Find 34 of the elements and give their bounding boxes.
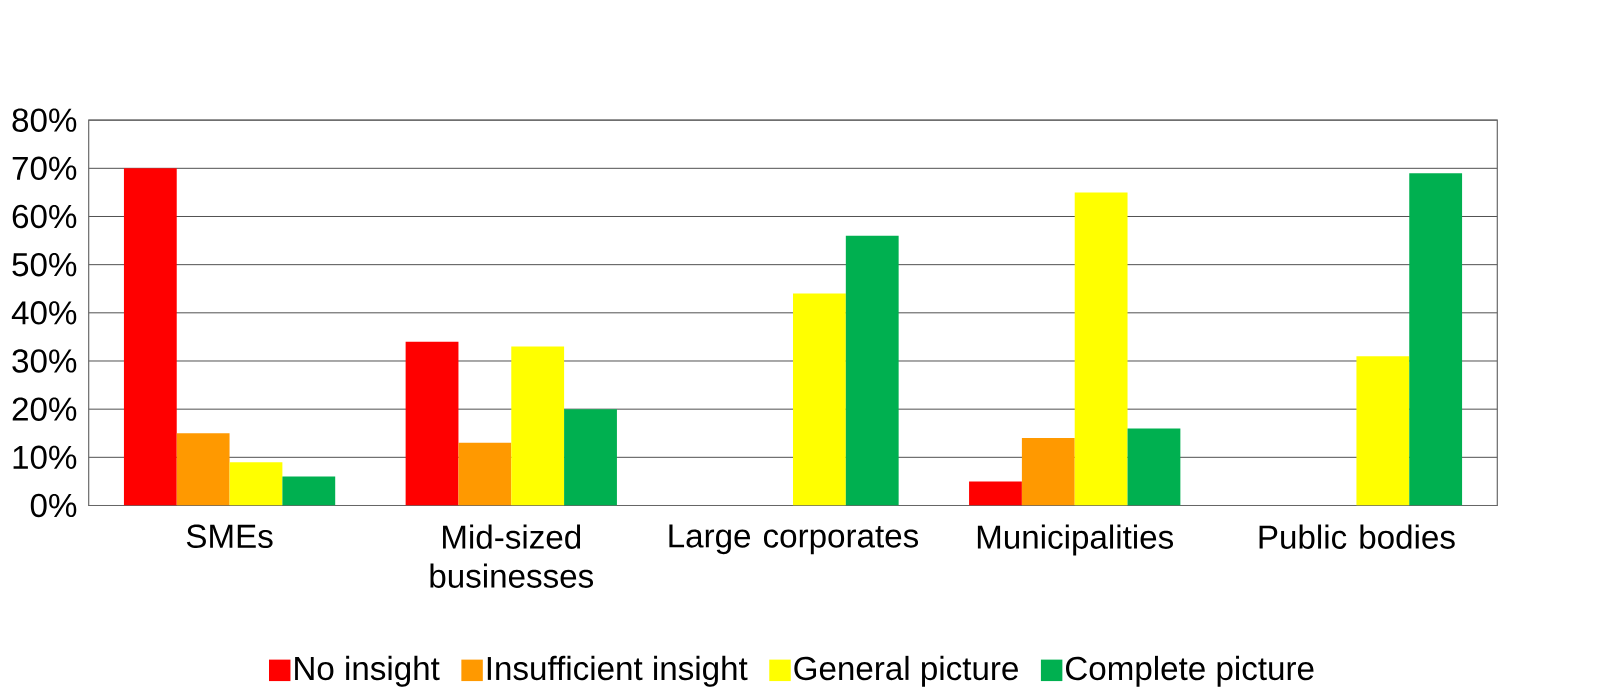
y-tick-label: 70% [12, 156, 77, 181]
bar [1074, 192, 1128, 506]
x-tick-label: Large corporates [669, 524, 919, 555]
x-tick-label: SMEs [186, 524, 273, 549]
bar [845, 235, 899, 506]
legend-label: General picture [794, 655, 1018, 687]
y-tick-label: 10% [13, 445, 77, 470]
x-tick-label: Municipalities [977, 524, 1174, 556]
y-tick-label: 0% [30, 493, 77, 518]
y-tick-label: 50% [12, 253, 77, 277]
y-tick-label: 20% [12, 397, 77, 422]
bar [405, 341, 459, 506]
bar [969, 481, 1022, 506]
bar [793, 293, 846, 506]
bar [282, 476, 336, 506]
y-tick-label: 30% [12, 349, 77, 373]
bar [176, 433, 230, 506]
y-tick-label: 60% [12, 204, 77, 229]
bar [511, 346, 565, 506]
bar [1127, 428, 1181, 506]
bar [564, 409, 617, 506]
bar [229, 462, 283, 506]
legend-label: No insight [295, 655, 440, 687]
bar [1356, 356, 1410, 506]
legend-label: Insufficient insight [487, 655, 748, 687]
x-tick-label: Public bodies [1259, 524, 1455, 550]
y-tick-label: 40% [11, 301, 77, 325]
legend-label: Complete picture [1066, 655, 1314, 687]
bar [1021, 438, 1075, 506]
bar [1409, 173, 1463, 506]
bar [458, 443, 512, 506]
x-tick-label: Mid-sized businesses [430, 524, 594, 589]
y-tick-label: 80% [12, 108, 77, 133]
bar [123, 168, 177, 506]
